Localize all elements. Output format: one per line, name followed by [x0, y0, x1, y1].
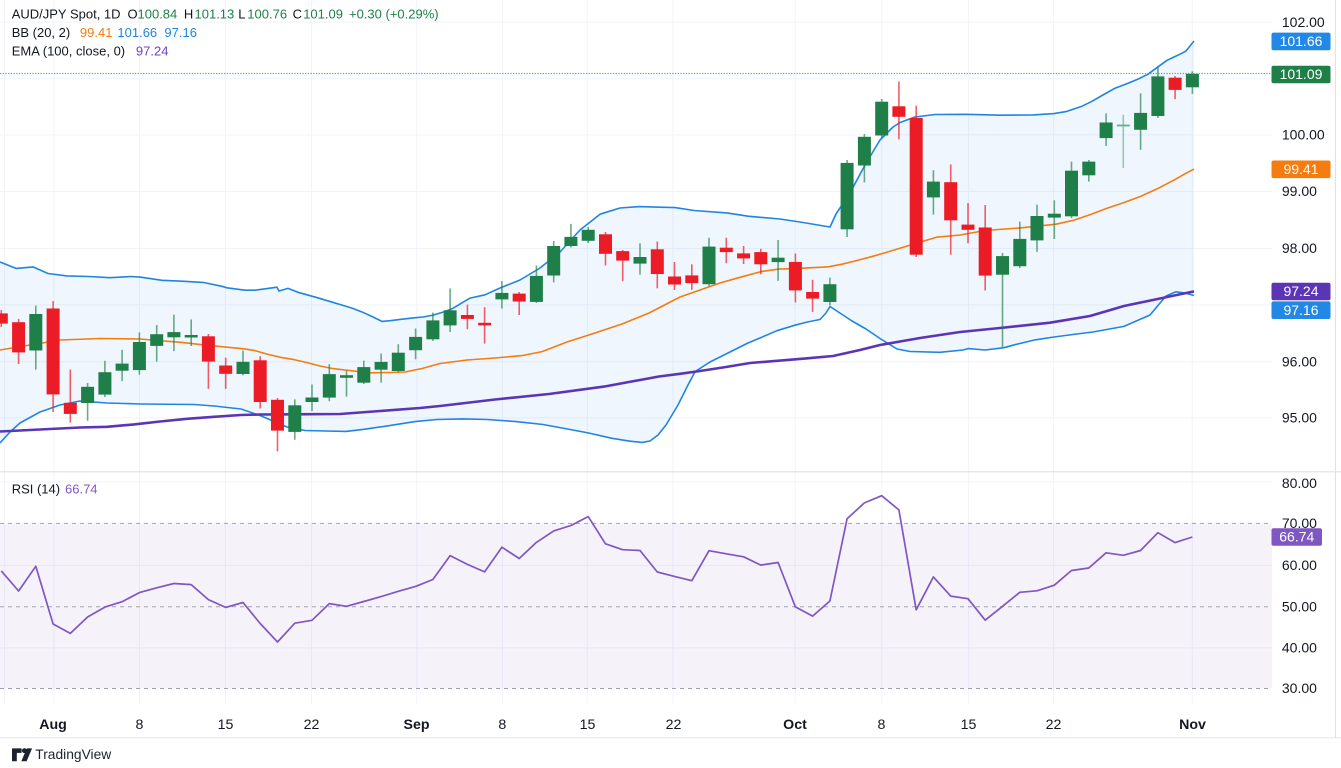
svg-text:102.00: 102.00	[1282, 14, 1325, 30]
svg-text:95.00: 95.00	[1282, 410, 1317, 426]
svg-text:101.66: 101.66	[1280, 33, 1323, 49]
svg-text:RSI (14): RSI (14)	[12, 482, 60, 497]
svg-text:96.00: 96.00	[1282, 354, 1317, 370]
svg-text:AUD/JPY Spot, 1D: AUD/JPY Spot, 1D	[12, 7, 121, 22]
svg-text:99.41: 99.41	[1283, 161, 1318, 177]
svg-text:80.00: 80.00	[1282, 475, 1317, 491]
svg-text:100.76: 100.76	[247, 7, 287, 22]
svg-text:30.00: 30.00	[1282, 680, 1317, 696]
svg-text:98.00: 98.00	[1282, 240, 1317, 256]
svg-text:101.09: 101.09	[303, 7, 343, 22]
svg-text:60.00: 60.00	[1282, 557, 1317, 573]
svg-text:Aug: Aug	[39, 717, 67, 733]
svg-text:40.00: 40.00	[1282, 640, 1317, 656]
svg-text:66.74: 66.74	[65, 482, 98, 497]
svg-text:97.24: 97.24	[136, 44, 169, 59]
svg-text:15: 15	[218, 717, 234, 733]
svg-text:15: 15	[580, 717, 596, 733]
svg-text:101.66: 101.66	[117, 25, 157, 40]
svg-text:Nov: Nov	[1179, 717, 1206, 733]
svg-text:O: O	[128, 7, 138, 22]
svg-text:BB (20, 2): BB (20, 2)	[12, 25, 71, 40]
svg-text:22: 22	[1046, 717, 1062, 733]
svg-text:EMA (100, close, 0): EMA (100, close, 0)	[12, 44, 125, 59]
svg-text:99.41: 99.41	[80, 25, 113, 40]
svg-text:101.13: 101.13	[195, 7, 235, 22]
svg-text:Oct: Oct	[783, 717, 807, 733]
svg-text:C: C	[293, 7, 302, 22]
svg-text:22: 22	[666, 717, 682, 733]
svg-text:70.00: 70.00	[1282, 515, 1317, 531]
svg-text:97.24: 97.24	[1283, 283, 1318, 299]
svg-text:L: L	[238, 7, 245, 22]
svg-text:100.84: 100.84	[138, 7, 178, 22]
svg-text:8: 8	[498, 717, 506, 733]
svg-text:50.00: 50.00	[1282, 598, 1317, 614]
svg-text:97.16: 97.16	[1283, 302, 1318, 318]
svg-text:101.09: 101.09	[1280, 66, 1323, 82]
svg-text:66.74: 66.74	[1279, 529, 1314, 545]
svg-text:99.00: 99.00	[1282, 183, 1317, 199]
svg-text:15: 15	[961, 717, 977, 733]
svg-text:H: H	[184, 7, 193, 22]
svg-text:Sep: Sep	[403, 717, 429, 733]
svg-text:22: 22	[304, 717, 320, 733]
svg-text:+0.30 (+0.29%): +0.30 (+0.29%)	[349, 7, 439, 22]
svg-text:100.00: 100.00	[1282, 127, 1325, 143]
svg-text:8: 8	[878, 717, 886, 733]
svg-text:97.16: 97.16	[164, 25, 197, 40]
svg-text:TradingView: TradingView	[35, 747, 111, 762]
svg-text:8: 8	[136, 717, 144, 733]
